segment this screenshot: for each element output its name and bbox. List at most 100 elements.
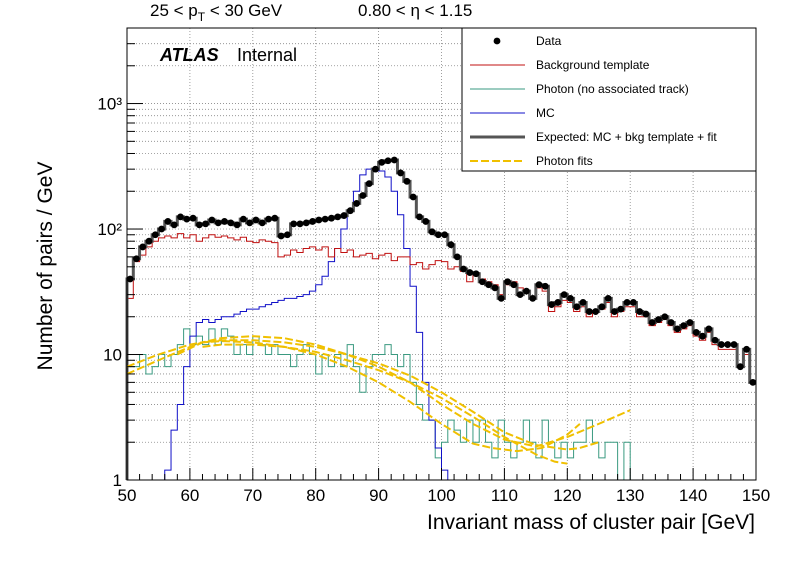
data-point	[604, 295, 612, 302]
data-point	[692, 329, 700, 336]
data-point	[177, 213, 184, 221]
data-point	[258, 219, 266, 227]
data-point	[636, 308, 644, 315]
data-point	[743, 345, 750, 353]
data-point	[416, 213, 423, 221]
eta-range-label: 0.80 < η < 1.15	[358, 1, 472, 20]
data-point	[485, 281, 493, 289]
legend-marker-data	[493, 37, 501, 45]
data-point	[239, 215, 247, 223]
data-point	[453, 253, 461, 261]
data-point	[523, 287, 530, 295]
data-point	[441, 231, 449, 239]
data-point	[422, 218, 430, 225]
data-point	[321, 215, 329, 223]
data-point	[346, 207, 354, 215]
x-tick-label: 90	[369, 486, 388, 505]
data-point	[504, 278, 511, 286]
photon-fit-curve-4	[202, 343, 568, 465]
legend-label-data: Data	[536, 34, 562, 48]
data-point	[151, 231, 159, 239]
legend-label-mc: MC	[536, 106, 555, 120]
y-tick-label: 1	[113, 471, 122, 490]
y-tick-label: 10	[103, 346, 122, 365]
data-point	[548, 301, 555, 308]
data-point	[170, 221, 178, 229]
x-tick-label: 70	[243, 486, 262, 505]
pt-range-label: 25 < pT < 30 GeV	[150, 1, 283, 24]
data-point	[428, 228, 436, 236]
data-point	[516, 291, 524, 299]
data-point	[667, 319, 675, 326]
legend-label-photon: Photon (no associated track)	[536, 82, 689, 96]
data-point	[673, 325, 681, 333]
data-point	[617, 305, 625, 313]
data-point	[730, 341, 738, 348]
data-point	[567, 295, 574, 302]
data-point	[252, 216, 260, 224]
data-point	[189, 214, 197, 222]
data-point	[195, 221, 203, 229]
data-point	[221, 218, 228, 225]
data-point	[309, 218, 316, 225]
x-tick-label: 140	[679, 486, 707, 505]
data-point	[233, 221, 241, 229]
data-point	[214, 219, 222, 227]
x-axis-label: Invariant mass of cluster pair [GeV]	[427, 511, 755, 534]
x-tick-label: 120	[553, 486, 581, 505]
data-point	[718, 341, 725, 348]
data-point	[623, 299, 631, 306]
data-point	[648, 319, 656, 326]
y-axis-label: Number of pairs / GeV	[34, 162, 57, 371]
plot-frame	[126, 27, 757, 481]
data-point	[491, 284, 499, 292]
data-point	[208, 216, 216, 224]
data-point	[680, 322, 688, 329]
data-point	[271, 214, 279, 222]
data-point	[541, 282, 549, 290]
y-tick-label: 10²	[97, 220, 122, 239]
x-tick-label: 110	[491, 486, 518, 505]
data-point	[554, 299, 562, 306]
data-point	[283, 231, 291, 239]
data-point	[164, 218, 172, 225]
x-tick-label: 50	[118, 486, 137, 505]
data-point	[472, 270, 480, 278]
data-point	[334, 213, 342, 221]
y-tick-label: 10³	[97, 95, 122, 114]
data-point	[711, 336, 719, 344]
data-point	[460, 265, 467, 273]
data-point	[573, 303, 581, 311]
data-point	[277, 232, 285, 240]
data-point	[328, 214, 335, 222]
data-point	[290, 220, 298, 228]
x-tick-label: 130	[616, 486, 644, 505]
legend-label-fits: Photon fits	[536, 154, 593, 168]
data-point	[296, 220, 304, 228]
data-point	[724, 341, 732, 348]
legend: Data Background template Photon (no associ…	[461, 27, 757, 172]
data-point	[227, 219, 235, 227]
data-point	[145, 237, 153, 245]
data-point	[686, 319, 694, 326]
atlas-label: ATLAS	[159, 45, 219, 65]
data-point	[315, 216, 323, 224]
data-point	[133, 255, 140, 263]
data-point	[158, 225, 165, 233]
legend-box	[461, 27, 757, 172]
x-tick-label: 100	[427, 486, 455, 505]
data-point	[397, 169, 405, 177]
data-point	[510, 281, 518, 289]
data-point	[447, 241, 455, 249]
data-point	[434, 231, 442, 239]
data-point	[365, 180, 373, 188]
x-tick-label: 60	[180, 486, 199, 505]
data-point	[359, 192, 367, 199]
data-point	[579, 299, 587, 306]
legend-label-expected: Expected: MC + bkg template + fit	[536, 130, 717, 144]
data-point	[378, 158, 386, 166]
data-point	[598, 303, 606, 311]
x-tick-label: 150	[742, 486, 770, 505]
data-point	[560, 291, 568, 299]
